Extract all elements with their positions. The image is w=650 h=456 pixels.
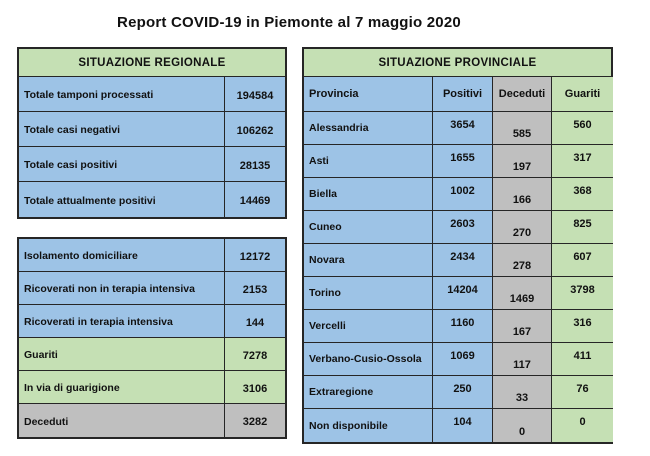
breakdown-row-value: 12172 — [239, 250, 271, 263]
deceduti-cell: 167 — [493, 310, 552, 342]
breakdown-row-value: 7278 — [242, 349, 268, 362]
positivi-cell: 1069 — [433, 343, 493, 375]
breakdown-row-label: Isolamento domiciliare — [19, 239, 225, 271]
column-header-deceduti: Deceduti — [493, 77, 552, 111]
table-row: Novara 2434 278 607 — [304, 244, 613, 277]
table-row: Totale casi positivi 28135 — [19, 147, 285, 182]
table-row: Biella 1002 166 368 — [304, 178, 613, 211]
provincia-cell: Torino — [304, 277, 433, 309]
regional-row-label: Totale casi negativi — [19, 112, 225, 146]
table-row: Asti 1655 197 317 — [304, 145, 613, 178]
regional-row-label: Totale tamponi processati — [19, 77, 225, 111]
column-header-row: Provincia Positivi Deceduti Guariti — [304, 77, 613, 112]
deceduti-cell: 585 — [493, 112, 552, 144]
deceduti-cell: 166 — [493, 178, 552, 210]
provincia-cell: Asti — [304, 145, 433, 177]
breakdown-row-label: In via di guarigione — [19, 371, 225, 403]
breakdown-row-label: Ricoverati non in terapia intensiva — [19, 272, 225, 304]
positivi-cell: 14204 — [433, 277, 493, 309]
table-row: Isolamento domiciliare 12172 — [19, 239, 285, 272]
table-row: Guariti 7278 — [19, 338, 285, 371]
positivi-cell: 2434 — [433, 244, 493, 276]
table-row: Cuneo 2603 270 825 — [304, 211, 613, 244]
regional-row-value: 106262 — [236, 124, 274, 137]
guariti-cell: 0 — [552, 409, 613, 442]
breakdown-row-label: Ricoverati in terapia intensiva — [19, 305, 225, 337]
regional-row-label: Totale casi positivi — [19, 147, 225, 181]
table-row: Verbano-Cusio-Ossola 1069 117 411 — [304, 343, 613, 376]
positivi-cell: 2603 — [433, 211, 493, 243]
column-header-provincia: Provincia — [304, 77, 433, 111]
guariti-cell: 607 — [552, 244, 613, 276]
positivi-cell: 1002 — [433, 178, 493, 210]
table-row: Deceduti 3282 — [19, 404, 285, 437]
breakdown-row-value: 3106 — [242, 382, 268, 395]
guariti-cell: 3798 — [552, 277, 613, 309]
table-row: In via di guarigione 3106 — [19, 371, 285, 404]
table-row: Ricoverati non in terapia intensiva 2153 — [19, 272, 285, 305]
deceduti-cell: 197 — [493, 145, 552, 177]
table-row: Torino 14204 1469 3798 — [304, 277, 613, 310]
regional-row-value: 14469 — [239, 195, 271, 207]
page-title: Report COVID-19 in Piemonte al 7 maggio … — [117, 14, 461, 31]
regional-row-value: 28135 — [239, 159, 271, 172]
table-row: Totale casi negativi 106262 — [19, 112, 285, 147]
provincia-cell: Cuneo — [304, 211, 433, 243]
provincia-cell: Biella — [304, 178, 433, 210]
deceduti-cell: 270 — [493, 211, 552, 243]
provincial-table-header: SITUAZIONE PROVINCIALE — [304, 49, 611, 77]
guariti-cell: 76 — [552, 376, 613, 408]
breakdown-row-value: 3282 — [242, 416, 268, 428]
guariti-cell: 317 — [552, 145, 613, 177]
breakdown-row-value: 144 — [245, 316, 265, 329]
guariti-cell: 825 — [552, 211, 613, 243]
table-row: Non disponibile 104 0 0 — [304, 409, 613, 442]
regional-situation-table: SITUAZIONE REGIONALE Totale tamponi proc… — [17, 47, 287, 219]
guariti-cell: 560 — [552, 112, 613, 144]
guariti-cell: 411 — [552, 343, 613, 375]
table-row: Alessandria 3654 585 560 — [304, 112, 613, 145]
positivi-cell: 3654 — [433, 112, 493, 144]
deceduti-cell: 278 — [493, 244, 552, 276]
positivi-cell: 1160 — [433, 310, 493, 342]
guariti-cell: 316 — [552, 310, 613, 342]
table-row: Totale attualmente positivi 14469 — [19, 182, 285, 217]
provincia-cell: Non disponibile — [304, 409, 433, 442]
regional-table-header: SITUAZIONE REGIONALE — [19, 49, 285, 77]
regional-row-value: 194584 — [236, 89, 274, 102]
provincia-cell: Verbano-Cusio-Ossola — [304, 343, 433, 375]
guariti-cell: 368 — [552, 178, 613, 210]
table-row: Ricoverati in terapia intensiva 144 — [19, 305, 285, 338]
deceduti-cell: 0 — [493, 409, 552, 442]
table-row: Totale tamponi processati 194584 — [19, 77, 285, 112]
provincia-cell: Novara — [304, 244, 433, 276]
breakdown-row-value: 2153 — [242, 283, 268, 296]
column-header-guariti: Guariti — [552, 77, 613, 111]
case-breakdown-table: Isolamento domiciliare 12172 Ricoverati … — [17, 237, 287, 439]
deceduti-cell: 117 — [493, 343, 552, 375]
deceduti-cell: 1469 — [493, 277, 552, 309]
positivi-cell: 104 — [433, 409, 493, 442]
provincia-cell: Vercelli — [304, 310, 433, 342]
provincia-cell: Extraregione — [304, 376, 433, 408]
deceduti-cell: 33 — [493, 376, 552, 408]
provincial-situation-table: SITUAZIONE PROVINCIALE Provincia Positiv… — [302, 47, 613, 444]
breakdown-row-label: Deceduti — [19, 404, 225, 437]
positivi-cell: 1655 — [433, 145, 493, 177]
provincia-cell: Alessandria — [304, 112, 433, 144]
positivi-cell: 250 — [433, 376, 493, 408]
table-row: Vercelli 1160 167 316 — [304, 310, 613, 343]
column-header-positivi: Positivi — [433, 77, 493, 111]
regional-row-label: Totale attualmente positivi — [19, 182, 225, 217]
breakdown-row-label: Guariti — [19, 338, 225, 370]
table-row: Extraregione 250 33 76 — [304, 376, 613, 409]
